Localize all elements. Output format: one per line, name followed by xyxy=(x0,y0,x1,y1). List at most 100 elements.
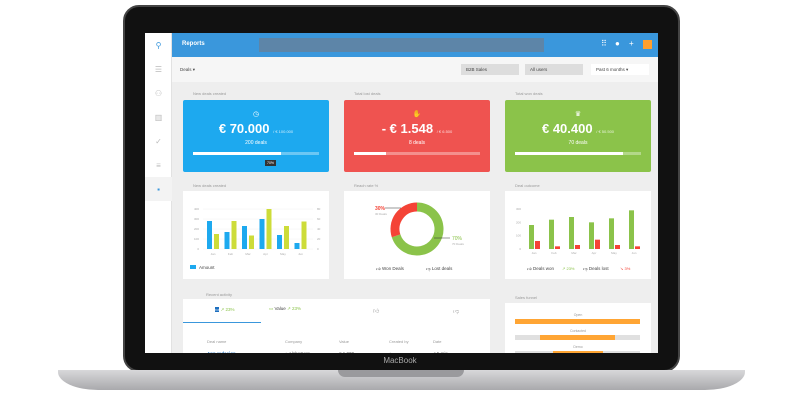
logo-icon[interactable]: ⚲ xyxy=(155,40,162,50)
kpi-value: - € 1.548 xyxy=(381,121,434,136)
kpi-card[interactable]: ◷ € 70.000 / € 100.000 200 deals 70% xyxy=(183,100,329,172)
bar-lost xyxy=(615,245,620,249)
page-title: Reports xyxy=(182,41,205,47)
x-tick: Jan xyxy=(211,252,216,256)
bar-won xyxy=(629,210,634,249)
bar-amount xyxy=(294,243,300,249)
bar-lost xyxy=(555,246,560,249)
amount-icon: ▭ xyxy=(215,307,220,312)
slice-label: 30% xyxy=(375,206,386,212)
legend-label: Amount xyxy=(199,265,215,270)
reach-rate-chart-card: 70% 70 Deals 30% 30 Deals 👍︎ Won Deals 👎︎ Los… xyxy=(344,191,490,279)
legend-label: 👍︎ Deals won xyxy=(527,266,554,271)
chart-title: Deal outcome xyxy=(515,183,540,188)
funnel-stage-label: Contacted xyxy=(570,329,586,333)
progress-tooltip: 70% xyxy=(265,160,277,166)
kpi-target: / € 6.500 xyxy=(436,129,453,134)
funnel-stage-label: Demo xyxy=(573,345,583,349)
legend-label: 👎︎ Lost deals xyxy=(426,266,453,271)
trophy-icon: ♛ xyxy=(574,111,582,118)
table-cell: < 5 min xyxy=(433,351,448,353)
period-value: Past 6 months xyxy=(596,67,625,72)
pipeline-dropdown[interactable]: B2B Sales xyxy=(461,64,519,75)
search-input[interactable] xyxy=(259,38,544,52)
funnel-bar[interactable] xyxy=(540,335,615,340)
kpi-label: Total won deals xyxy=(515,91,543,96)
grid-icon[interactable]: ⠿ xyxy=(601,39,607,48)
bar-amount xyxy=(207,221,212,249)
y2-tick: 80 xyxy=(317,207,321,211)
x-tick: May xyxy=(611,251,617,255)
x-tick: Jun xyxy=(298,252,303,256)
bar-amount xyxy=(259,219,265,249)
kpi-deals: 70 deals xyxy=(568,140,588,146)
bar-lost xyxy=(635,246,640,249)
funnel-bar[interactable] xyxy=(552,351,603,353)
sales-funnel-card: Open Contacted Demo xyxy=(505,303,651,353)
slice-label: 70% xyxy=(452,236,463,242)
period-dropdown[interactable]: Past 6 months ▾ xyxy=(591,64,649,75)
column-header: Date xyxy=(433,339,442,344)
bar-won xyxy=(529,225,534,249)
y2-tick: 20 xyxy=(317,237,321,241)
cell-text: € 1.000 xyxy=(339,351,354,353)
tab-won[interactable]: 👍︎ xyxy=(373,309,380,315)
trend: 23% xyxy=(225,307,235,312)
globe-icon[interactable]: ● xyxy=(615,39,620,48)
filter-bar: Deals ▾ B2B Sales All users Past 6 month… xyxy=(172,57,658,82)
activity-title: Recent activity xyxy=(206,292,233,297)
bar-count xyxy=(231,221,237,249)
x-tick: Apr xyxy=(592,251,597,255)
bar-lost xyxy=(575,245,580,249)
chart-title: New deals created xyxy=(193,183,227,188)
pie-slice xyxy=(391,202,444,256)
cell-text: App redesign xyxy=(207,351,236,353)
kpi-card[interactable]: ♛ € 40.400 / € 50.500 70 deals xyxy=(505,100,651,172)
clock-icon: ◷ xyxy=(252,111,260,118)
tab-amount[interactable]: ▭ ↗ 23% xyxy=(183,299,261,323)
x-tick: Mar xyxy=(571,251,576,255)
plus-icon[interactable]: + xyxy=(629,39,634,48)
bar-amount xyxy=(224,232,230,249)
deal-outcome-chart-card: 0 100 200 300 Jan Feb Mar Apr May Jun 👍︎ Deals won… xyxy=(505,191,651,279)
deals-dropdown[interactable]: Deals ▾ xyxy=(180,67,196,72)
y-tick: 0 xyxy=(197,247,199,251)
laptop-base xyxy=(58,370,745,390)
column-header: Created by xyxy=(389,339,409,344)
bar-amount xyxy=(242,226,247,249)
bar-won xyxy=(589,222,594,249)
tab-lost[interactable]: 👎︎ xyxy=(453,309,460,315)
trend: 23% xyxy=(292,306,302,311)
y2-tick: 60 xyxy=(317,217,321,221)
y-tick: 0 xyxy=(519,247,521,251)
funnel-bar[interactable] xyxy=(515,319,640,324)
menu-icon[interactable]: ☰ xyxy=(154,64,163,74)
funnel-track xyxy=(515,319,640,324)
cell-text: < 5 min xyxy=(433,351,448,353)
table-cell[interactable]: App redesign xyxy=(207,351,236,353)
kpi-progress xyxy=(193,152,319,155)
bar-won xyxy=(549,219,554,249)
header: Reports ⠿ ● + xyxy=(172,33,658,57)
people-icon[interactable]: ⚇ xyxy=(154,88,163,98)
kpi-value: € 70.000 xyxy=(218,121,270,136)
user-icon[interactable] xyxy=(643,40,652,49)
y2-tick: 40 xyxy=(317,227,321,231)
kpi-progress xyxy=(515,152,641,155)
screen: ⚲ ☰ ⚇ ▥ ✓ ≡ ▪ Reports ⠿ ● + Deals ▾ B2B … xyxy=(145,33,658,353)
briefcase-icon[interactable]: ▪ xyxy=(145,177,172,201)
table-cell: ● AlphaCorp xyxy=(285,351,310,353)
chart-icon[interactable]: ▥ xyxy=(154,112,163,122)
chart-title: Reach rate % xyxy=(354,183,379,188)
users-dropdown[interactable]: All users xyxy=(525,64,583,75)
kpi-card[interactable]: ✋ - € 1.548 / € 6.500 8 deals xyxy=(344,100,490,172)
laptop-notch xyxy=(338,370,464,377)
bar-lost xyxy=(595,239,600,249)
tab-value[interactable]: ▭ Value ↗ 23% xyxy=(269,306,302,311)
kpi-label: New deals created xyxy=(193,91,227,96)
cell-text: AlphaCorp xyxy=(289,351,310,353)
tasks-icon[interactable]: ≡ xyxy=(156,160,161,170)
x-tick: Apr xyxy=(263,252,268,256)
bar-count xyxy=(301,221,307,249)
check-icon[interactable]: ✓ xyxy=(155,136,162,146)
